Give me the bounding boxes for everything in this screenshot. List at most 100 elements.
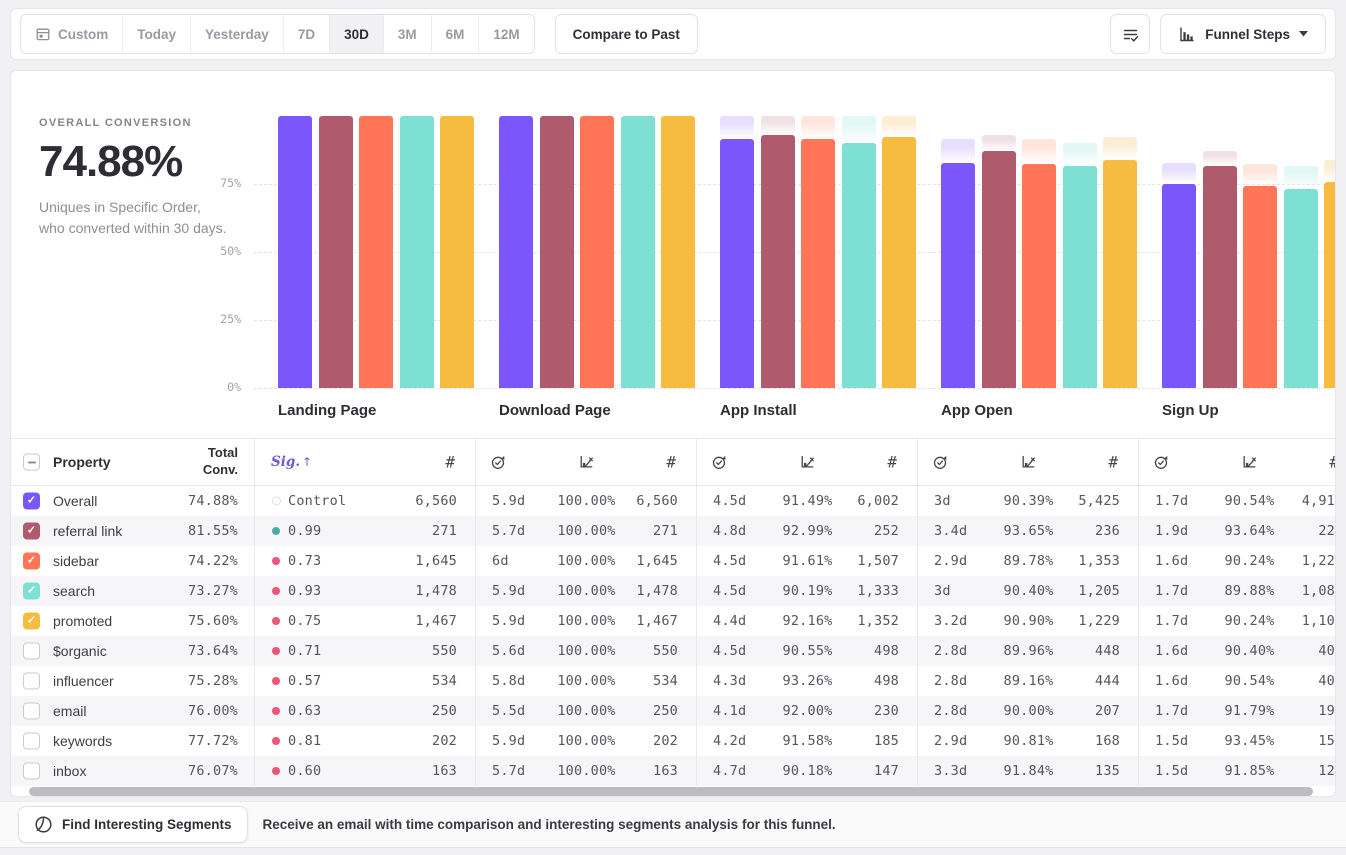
conversion-rate-value: 91.79% bbox=[1224, 703, 1275, 719]
date-range-label: 3M bbox=[397, 26, 417, 42]
funnel-bar-promoted[interactable] bbox=[1103, 160, 1137, 388]
table-row[interactable]: inbox 76.07% 0.60 163 5.7d 100.00% 163 4.7d 90.1… bbox=[11, 756, 1335, 786]
count-column-header-hash-icon[interactable]: # bbox=[445, 452, 455, 472]
count-column-header-hash-icon[interactable]: # bbox=[1329, 453, 1335, 472]
step-count: 22 bbox=[1318, 523, 1335, 539]
significance-dot bbox=[272, 587, 280, 595]
property-checkbox[interactable] bbox=[23, 732, 40, 750]
funnel-bar-promoted[interactable] bbox=[882, 137, 916, 388]
property-checkbox[interactable]: ✓ bbox=[23, 582, 40, 600]
property-checkbox[interactable]: ✓ bbox=[23, 492, 40, 510]
significance-dot bbox=[272, 677, 280, 685]
property-checkbox[interactable] bbox=[23, 762, 40, 780]
table-row[interactable]: ✓ Overall 74.88% Control 6,560 5.9d 100.00% 6,5… bbox=[11, 486, 1335, 516]
date-range-6m[interactable]: 6M bbox=[430, 15, 479, 53]
y-axis-tick-label: 25% bbox=[220, 312, 241, 326]
funnel-bar-search[interactable] bbox=[841, 142, 876, 388]
funnel-bar-overall[interactable] bbox=[941, 163, 975, 388]
count-column-header-hash-icon[interactable]: # bbox=[887, 452, 897, 472]
time-to-convert-value: 4.7d bbox=[713, 763, 747, 779]
property-checkbox[interactable]: ✓ bbox=[23, 552, 40, 570]
time-to-convert-value: 3.3d bbox=[934, 763, 968, 779]
conversion-rate-value: 90.24% bbox=[1224, 553, 1275, 569]
funnel-bar-search[interactable] bbox=[620, 116, 655, 388]
filter-list-button[interactable] bbox=[1110, 14, 1151, 54]
funnel-bar-promoted[interactable] bbox=[440, 116, 474, 388]
compare-to-past-label: Compare to Past bbox=[572, 26, 680, 42]
select-all-checkbox[interactable] bbox=[23, 453, 40, 471]
step-group-header: Sig. ↑ # bbox=[254, 439, 475, 485]
time-to-convert-icon[interactable] bbox=[490, 454, 507, 471]
funnel-bar-search[interactable] bbox=[1283, 188, 1318, 388]
step-cell-group: 1.7d 90.24% 1,10 bbox=[1138, 606, 1335, 636]
table-row[interactable]: ✓ sidebar 74.22% 0.73 1,645 6d 100.00% 1,645 4.5… bbox=[11, 546, 1335, 576]
time-to-convert-icon[interactable] bbox=[711, 454, 728, 471]
funnel-bar-search[interactable] bbox=[1062, 166, 1097, 388]
table-row[interactable]: $organic 73.64% 0.71 550 5.6d 100.00% 550 4.5d 9… bbox=[11, 636, 1335, 666]
table-row[interactable]: email 76.00% 0.63 250 5.5d 100.00% 250 4.1d 92.0… bbox=[11, 696, 1335, 726]
date-range-3m[interactable]: 3M bbox=[382, 15, 431, 53]
table-row[interactable]: keywords 77.72% 0.81 202 5.9d 100.00% 202 4.2d 9… bbox=[11, 726, 1335, 756]
count-column-header-hash-icon[interactable]: # bbox=[666, 452, 676, 472]
table-row[interactable]: influencer 75.28% 0.57 534 5.8d 100.00% 534 4.3… bbox=[11, 666, 1335, 696]
funnel-bar-referral-link[interactable] bbox=[318, 116, 353, 388]
conversion-rate-icon[interactable] bbox=[531, 454, 642, 471]
funnel-bar-search[interactable] bbox=[399, 116, 434, 388]
date-range-label: Yesterday bbox=[205, 26, 269, 42]
funnel-bar-overall[interactable] bbox=[720, 139, 754, 388]
property-checkbox[interactable] bbox=[23, 642, 40, 660]
date-range-custom[interactable]: Custom bbox=[21, 15, 122, 53]
funnel-bar-referral-link[interactable] bbox=[539, 116, 574, 388]
find-interesting-segments-button[interactable]: Find Interesting Segments bbox=[18, 806, 248, 843]
time-to-convert-value: 5.7d bbox=[492, 523, 526, 539]
step-cell-group: 3.2d 90.90% 1,229 bbox=[917, 606, 1138, 636]
table-row[interactable]: ✓ search 73.27% 0.93 1,478 5.9d 100.00% 1,478 4.… bbox=[11, 576, 1335, 606]
property-checkbox[interactable]: ✓ bbox=[23, 522, 40, 540]
step-count: 498 bbox=[874, 643, 899, 659]
date-range-12m[interactable]: 12M bbox=[478, 15, 533, 53]
funnel-bar-sidebar[interactable] bbox=[1243, 186, 1277, 388]
funnel-bar-referral-link[interactable] bbox=[760, 135, 795, 388]
conversion-rate-icon[interactable] bbox=[973, 454, 1084, 471]
property-checkbox[interactable]: ✓ bbox=[23, 612, 40, 630]
time-to-convert-icon[interactable] bbox=[932, 454, 949, 471]
time-to-convert-icon[interactable] bbox=[1153, 454, 1170, 471]
compare-to-past-button[interactable]: Compare to Past bbox=[554, 14, 698, 54]
date-range-group: Custom Today Yesterday 7D 30D 3M 6M 12M bbox=[20, 14, 535, 54]
step-cell-group: 4.2d 91.58% 185 bbox=[696, 726, 917, 756]
date-range-today[interactable]: Today bbox=[122, 15, 190, 53]
funnel-bar-sidebar[interactable] bbox=[359, 116, 393, 388]
step-count: 1,333 bbox=[857, 583, 899, 599]
date-range-7d[interactable]: 7D bbox=[282, 15, 329, 53]
property-checkbox[interactable] bbox=[23, 672, 40, 690]
horizontal-scrollbar[interactable] bbox=[29, 787, 1313, 796]
table-row[interactable]: ✓ referral link 81.55% 0.99 271 5.7d 100.00% 27… bbox=[11, 516, 1335, 546]
property-checkbox[interactable] bbox=[23, 702, 40, 720]
date-range-yesterday[interactable]: Yesterday bbox=[190, 15, 283, 53]
conversion-rate-icon[interactable] bbox=[1194, 454, 1305, 471]
table-row[interactable]: ✓ promoted 75.60% 0.75 1,467 5.9d 100.00% 1,467… bbox=[11, 606, 1335, 636]
total-conversion-value: 75.60% bbox=[188, 613, 238, 629]
conversion-rate-value: 100.00% bbox=[557, 703, 616, 719]
funnel-bar-overall[interactable] bbox=[278, 116, 312, 388]
funnel-bar-sidebar[interactable] bbox=[801, 138, 835, 388]
count-column-header-hash-icon[interactable]: # bbox=[1108, 452, 1118, 472]
funnel-bar-sidebar[interactable] bbox=[1022, 164, 1056, 388]
sig-column-header[interactable]: Sig. ↑ bbox=[271, 454, 312, 470]
step-count: 1,205 bbox=[1078, 583, 1120, 599]
date-range-30d[interactable]: 30D bbox=[329, 15, 383, 53]
funnel-bar-referral-link[interactable] bbox=[981, 151, 1016, 388]
property-label: keywords bbox=[53, 733, 113, 749]
conversion-rate-icon[interactable] bbox=[752, 454, 863, 471]
funnel-bar-sidebar[interactable] bbox=[580, 116, 614, 388]
funnel-steps-dropdown[interactable]: Funnel Steps bbox=[1160, 14, 1326, 54]
funnel-bar-promoted[interactable] bbox=[1324, 182, 1335, 388]
funnel-bar-referral-link[interactable] bbox=[1202, 166, 1237, 388]
funnel-bar-overall[interactable] bbox=[499, 116, 533, 388]
step-count: 534 bbox=[432, 673, 457, 689]
funnel-bar-promoted[interactable] bbox=[661, 116, 695, 388]
step-cell-group: 1.6d 90.54% 40 bbox=[1138, 666, 1335, 696]
step-cell-group: 5.9d 100.00% 1,478 bbox=[475, 576, 696, 606]
funnel-bar-overall[interactable] bbox=[1162, 184, 1196, 388]
step-count: 6,560 bbox=[415, 493, 457, 509]
